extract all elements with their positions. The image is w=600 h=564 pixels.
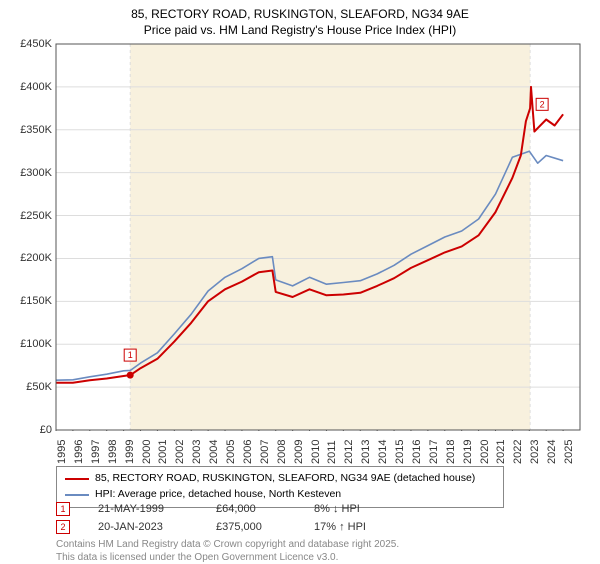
svg-text:1: 1	[128, 350, 133, 360]
x-tick-label: 2022	[512, 440, 524, 464]
x-tick-label: 2021	[495, 440, 507, 464]
attribution: Contains HM Land Registry data © Crown c…	[56, 538, 399, 564]
x-tick-label: 2000	[141, 440, 153, 464]
x-tick-label: 1997	[90, 440, 102, 464]
y-tick-label: £250K	[20, 210, 52, 222]
x-tick-label: 2002	[174, 440, 186, 464]
legend-swatch	[65, 478, 89, 480]
x-tick-label: 2008	[276, 440, 288, 464]
x-tick-label: 1999	[124, 440, 136, 464]
y-tick-label: £0	[40, 424, 52, 436]
x-tick-label: 2006	[242, 440, 254, 464]
x-tick-label: 2018	[445, 440, 457, 464]
svg-text:2: 2	[540, 99, 545, 109]
transaction-row: 2 20-JAN-2023 £375,000 17% ↑ HPI	[56, 520, 366, 534]
y-tick-label: £150K	[20, 295, 52, 307]
legend-swatch	[65, 494, 89, 496]
x-tick-label: 2013	[360, 440, 372, 464]
legend-item: 85, RECTORY ROAD, RUSKINGTON, SLEAFORD, …	[65, 471, 495, 487]
legend-item: HPI: Average price, detached house, Nort…	[65, 487, 495, 503]
title-line-1: 85, RECTORY ROAD, RUSKINGTON, SLEAFORD, …	[0, 6, 600, 22]
y-tick-label: £200K	[20, 252, 52, 264]
legend-label: HPI: Average price, detached house, Nort…	[95, 487, 341, 503]
attrib-line-2: This data is licensed under the Open Gov…	[56, 551, 399, 564]
transaction-price: £64,000	[216, 503, 286, 515]
line-chart: 12	[55, 43, 581, 431]
x-tick-label: 2012	[343, 440, 355, 464]
x-tick-label: 2007	[259, 440, 271, 464]
y-tick-label: £300K	[20, 167, 52, 179]
x-tick-label: 2009	[293, 440, 305, 464]
x-tick-label: 2020	[479, 440, 491, 464]
y-tick-label: £50K	[26, 381, 52, 393]
x-tick-label: 2015	[394, 440, 406, 464]
attrib-line-1: Contains HM Land Registry data © Crown c…	[56, 538, 399, 551]
x-tick-label: 2005	[225, 440, 237, 464]
x-tick-label: 2001	[157, 440, 169, 464]
legend-label: 85, RECTORY ROAD, RUSKINGTON, SLEAFORD, …	[95, 471, 475, 487]
x-tick-label: 2017	[428, 440, 440, 464]
x-tick-label: 2025	[563, 440, 575, 464]
transaction-delta: 8% ↓ HPI	[314, 503, 360, 515]
y-tick-label: £100K	[20, 338, 52, 350]
x-tick-label: 2011	[326, 440, 338, 464]
y-tick-label: £400K	[20, 81, 52, 93]
chart-title: 85, RECTORY ROAD, RUSKINGTON, SLEAFORD, …	[0, 6, 600, 38]
transaction-row: 1 21-MAY-1999 £64,000 8% ↓ HPI	[56, 502, 360, 516]
transaction-delta: 17% ↑ HPI	[314, 521, 366, 533]
x-tick-label: 1996	[73, 440, 85, 464]
transaction-price: £375,000	[216, 521, 286, 533]
x-tick-label: 2024	[546, 440, 558, 464]
transaction-date: 21-MAY-1999	[98, 503, 188, 515]
x-tick-label: 2010	[310, 440, 322, 464]
transaction-date: 20-JAN-2023	[98, 521, 188, 533]
x-tick-label: 1995	[56, 440, 68, 464]
x-tick-label: 2019	[462, 440, 474, 464]
transaction-marker: 2	[56, 520, 70, 534]
x-tick-label: 2014	[377, 440, 389, 464]
y-tick-label: £350K	[20, 124, 52, 136]
x-tick-label: 2016	[411, 440, 423, 464]
x-tick-label: 2003	[191, 440, 203, 464]
x-tick-label: 2023	[529, 440, 541, 464]
transaction-marker: 1	[56, 502, 70, 516]
title-line-2: Price paid vs. HM Land Registry's House …	[0, 22, 600, 38]
x-tick-label: 1998	[107, 440, 119, 464]
y-tick-label: £450K	[20, 38, 52, 50]
x-tick-label: 2004	[208, 440, 220, 464]
